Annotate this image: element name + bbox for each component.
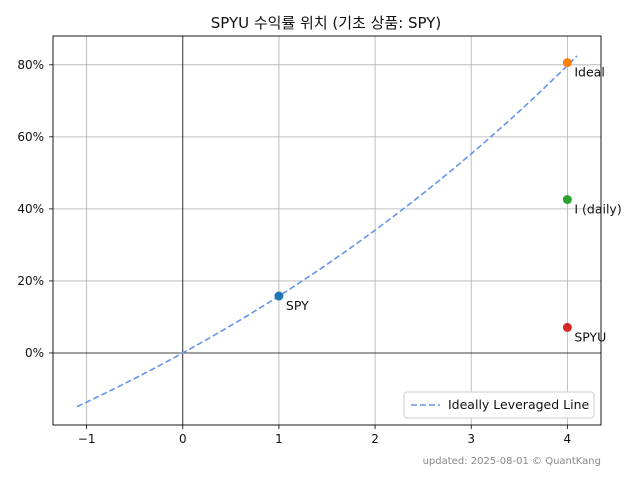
- zero-lines: [53, 36, 601, 425]
- legend-label: Ideally Leveraged Line: [448, 397, 590, 412]
- ideal-line: [76, 55, 578, 408]
- legend-box: [403, 391, 595, 419]
- y-tick-label: 80%: [17, 58, 44, 72]
- y-tick-label: 0%: [25, 346, 44, 360]
- x-tick-label: 4: [564, 432, 572, 446]
- x-tick-label: 0: [179, 432, 187, 446]
- legend: Ideally Leveraged Line: [403, 391, 595, 419]
- y-tick-label: 20%: [17, 274, 44, 288]
- chart-title: SPYU 수익률 위치 (기초 상품: SPY): [211, 14, 442, 32]
- point-spyu: [562, 322, 572, 332]
- point-ideal: [562, 58, 572, 68]
- points: SPY Ideal I (daily) SPYU: [274, 58, 622, 344]
- point-label: SPY: [286, 298, 309, 313]
- y-tick-label: 60%: [17, 130, 44, 144]
- point-i-daily: [562, 195, 572, 205]
- point-spy: [274, 291, 284, 301]
- point-label: I (daily): [574, 202, 621, 217]
- tick-labels: −1 0 1 2 3 40%20%40%60%80%: [17, 58, 571, 446]
- grid: [53, 36, 601, 425]
- y-tick-label: 40%: [17, 202, 44, 216]
- footer-note: updated: 2025-08-01 © QuantKang: [423, 456, 601, 467]
- x-tick-label: −1: [78, 432, 96, 446]
- x-tick-label: 3: [467, 432, 475, 446]
- point-label: Ideal: [574, 65, 604, 80]
- x-tick-label: 2: [371, 432, 379, 446]
- plot-frame: [52, 35, 602, 426]
- x-tick-label: 1: [275, 432, 283, 446]
- ideal-line-path: [76, 55, 578, 408]
- point-label: SPYU: [574, 329, 606, 344]
